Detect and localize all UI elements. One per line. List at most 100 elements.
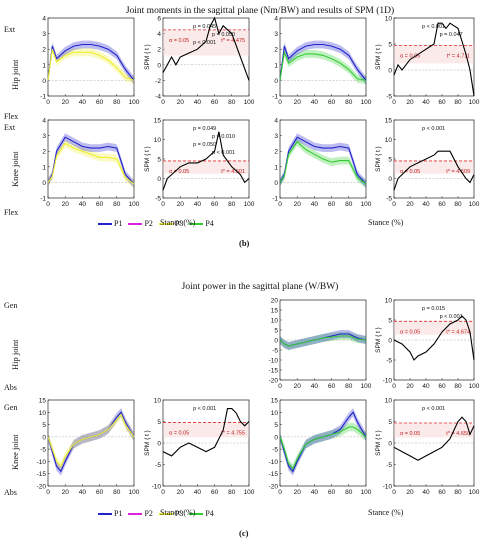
y-tick-label: 10 <box>385 16 393 23</box>
x-tick-label: 0 <box>278 99 282 106</box>
x-tick-label: 40 <box>194 489 202 496</box>
x-tick-label: 80 <box>113 201 121 208</box>
legend-label: P1 <box>114 509 123 518</box>
y-tick-label: 0 <box>388 68 392 75</box>
row-label-hip-c: Hip joint <box>10 339 20 370</box>
y-axis-label: SPM { t } <box>375 145 382 171</box>
y-tick-label: 15 <box>385 118 393 125</box>
y-tick-label: 0 <box>274 180 278 187</box>
p-value-label: p < 0.001 <box>440 314 463 320</box>
y-tick-label: -15 <box>269 471 279 478</box>
t-star-label: t* = 4.711 <box>447 54 470 60</box>
y-tick-label: 15 <box>39 398 47 405</box>
y-tick-label: -10 <box>383 484 393 491</box>
legend-swatch <box>158 223 173 226</box>
p-value-label: p < 0.001 <box>422 406 445 412</box>
y-tick-label: -10 <box>383 378 393 385</box>
series-line-p4 <box>279 140 367 185</box>
alpha-label: α = 0.05 <box>400 329 420 335</box>
y-tick-label: 0 <box>274 434 278 441</box>
p-value-label: p = 0.015 <box>422 306 445 312</box>
y-tick-label: -10 <box>269 358 279 365</box>
t-star-label: t* = 4.650 <box>446 431 470 437</box>
y-tick-label: 10 <box>39 410 47 417</box>
legend-item-p2: P2 <box>128 219 153 228</box>
y-tick-label: 5 <box>388 157 392 164</box>
p-value-label: p < 0.001 <box>212 150 235 156</box>
t-star-label: t* = 4.674 <box>446 329 470 335</box>
x-tick-label: 20 <box>62 201 70 208</box>
y-tick-label: 4 <box>274 118 278 125</box>
x-tick-label: 100 <box>244 99 255 106</box>
x-tick-label: 40 <box>311 489 319 496</box>
x-tick-label: 100 <box>361 99 372 106</box>
spm-curve <box>162 131 250 191</box>
x-tick-label: 60 <box>328 201 336 208</box>
y-tick-label: -5 <box>40 447 46 454</box>
section-b-title: Joint moments in the sagittal plane (Nm/… <box>125 6 395 16</box>
series-line-p4 <box>279 50 367 81</box>
y-tick-label: 5 <box>42 422 46 429</box>
p-value-label: p = 0.050 <box>193 142 216 148</box>
abs-label-hip: Abs <box>4 383 17 392</box>
caption-b: (b) <box>239 238 250 248</box>
gen-label-hip: Gen <box>4 301 18 310</box>
y-tick-label: -4 <box>155 94 161 101</box>
x-tick-label: 80 <box>454 383 462 390</box>
p-value-label: p = 0.047 <box>440 32 463 38</box>
legend-item-p1: P1 <box>98 219 122 228</box>
sd-band-p3 <box>48 45 134 85</box>
t-star-label: t* = 4.755 <box>221 431 245 437</box>
x-tick-label: 100 <box>129 201 140 208</box>
y-tick-label: -15 <box>37 471 47 478</box>
legend-item-p3: P3 <box>158 509 183 518</box>
x-tick-label: 40 <box>194 201 202 208</box>
y-tick-label: 0 <box>157 441 161 448</box>
y-tick-label: 5 <box>274 422 278 429</box>
x-tick-label: 0 <box>46 99 50 106</box>
y-tick-label: -5 <box>272 447 278 454</box>
y-tick-label: 5 <box>388 42 392 49</box>
legend-label: P3 <box>174 219 184 228</box>
spm-curve <box>393 416 475 461</box>
y-tick-label: 1 <box>42 62 46 69</box>
y-tick-label: 1 <box>274 62 278 69</box>
series-line-p3 <box>47 49 135 81</box>
p-value-label: p < 0.001 <box>422 24 445 30</box>
threshold-band <box>163 160 249 174</box>
y-tick-label: 3 <box>42 133 46 140</box>
x-tick-label: 0 <box>46 201 50 208</box>
y-axis-label: SPM { t } <box>144 43 151 69</box>
y-tick-label: -1 <box>272 94 278 101</box>
p-value-label: p = 0.049 <box>193 126 216 132</box>
alpha-label: α = 0.05 <box>169 38 189 44</box>
x-tick-label: 20 <box>406 489 414 496</box>
y-tick-label: 0 <box>42 78 46 85</box>
x-tick-label: 60 <box>438 383 446 390</box>
x-tick-label: 40 <box>422 489 430 496</box>
x-tick-label: 100 <box>469 201 480 208</box>
y-tick-label: 0 <box>42 180 46 187</box>
y-tick-label: 5 <box>157 157 161 164</box>
legend-swatch <box>158 513 173 516</box>
threshold-band <box>394 320 474 335</box>
y-tick-label: 5 <box>388 419 392 426</box>
y-tick-label: 15 <box>154 118 162 125</box>
y-tick-label: 3 <box>274 133 278 140</box>
x-tick-label: 80 <box>454 201 462 208</box>
y-tick-label: 4 <box>274 16 278 23</box>
x-tick-label: 0 <box>161 201 165 208</box>
y-tick-label: 2 <box>274 47 278 54</box>
series-line-p1 <box>47 43 135 81</box>
series-line-p4 <box>279 335 367 347</box>
y-axis-label: SPM { t } <box>375 43 382 69</box>
y-tick-label: 0 <box>42 434 46 441</box>
y-tick-label: -5 <box>272 348 278 355</box>
x-tick-label: 60 <box>96 489 104 496</box>
xlabel-b-right: Stance (%) <box>368 218 404 227</box>
alpha-label: α = 0.05 <box>169 169 189 175</box>
y-tick-label: 15 <box>271 398 279 405</box>
y-tick-label: 0 <box>388 338 392 345</box>
